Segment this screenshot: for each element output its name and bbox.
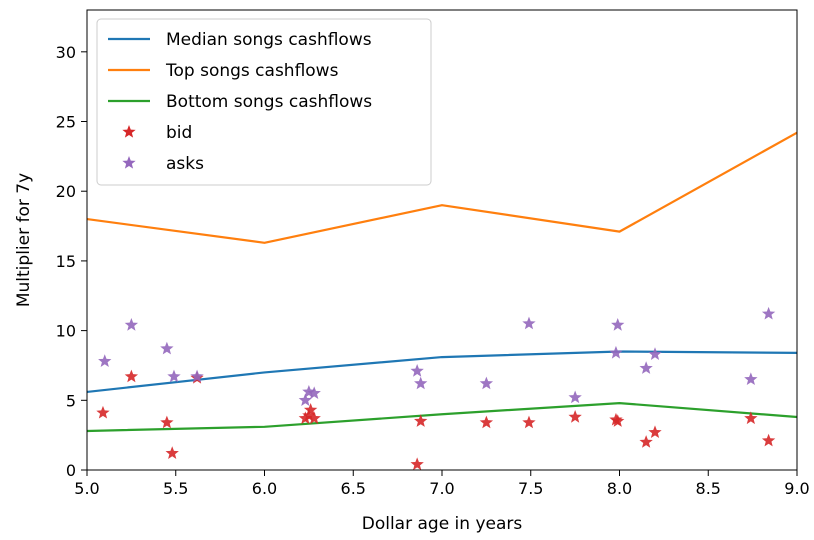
legend-label: Bottom songs cashflows (166, 92, 372, 112)
y-tick-label: 5 (66, 391, 76, 410)
series-line-0 (86, 350, 798, 394)
bid-point-11 (479, 415, 494, 429)
bid-point-18 (744, 411, 758, 425)
ask-point-10 (479, 376, 494, 390)
bid-point-15 (611, 414, 625, 427)
ask-point-5 (298, 393, 312, 406)
bid-point-6 (302, 408, 316, 422)
ask-point-2 (160, 341, 174, 355)
series-line-2 (86, 401, 798, 433)
x-tick-label: 8.5 (696, 479, 721, 498)
legend: Median songs cashflows Top songs cashflow… (96, 18, 432, 186)
legend-label: Median songs cashflows (166, 30, 372, 50)
legend-label: Top songs cashflows (165, 61, 339, 81)
bid-point-16 (639, 435, 653, 448)
ask-point-8 (410, 364, 424, 377)
bid-point-2 (160, 415, 174, 429)
y-tick-label: 0 (66, 461, 76, 480)
bid-point-19 (761, 433, 776, 447)
x-tick-label: 5.5 (163, 479, 188, 498)
x-tick-label: 6.5 (341, 479, 366, 498)
y-axis-label: Multiplier for 7y (14, 173, 34, 307)
legend-label: asks (166, 154, 204, 174)
ask-point-17 (744, 372, 758, 386)
x-tick-label: 7.0 (429, 479, 454, 498)
ask-point-12 (568, 390, 582, 404)
ask-point-18 (761, 306, 776, 320)
ask-point-4 (190, 369, 204, 383)
bid-point-17 (648, 425, 662, 439)
y-tick-label: 10 (56, 322, 76, 341)
bid-point-12 (522, 415, 536, 429)
x-tick-label: 6.0 (252, 479, 277, 498)
bid-point-5 (298, 411, 312, 425)
ask-point-7 (307, 386, 321, 399)
series-line-1 (86, 131, 798, 244)
bid-point-7 (303, 403, 318, 416)
y-tick-label: 20 (56, 182, 76, 201)
ask-point-14 (611, 318, 625, 331)
bid-point-9 (410, 457, 424, 471)
ask-point-16 (648, 347, 662, 360)
x-tick-label: 8.0 (607, 479, 632, 498)
bid-point-0 (96, 405, 110, 419)
bid-point-1 (124, 369, 139, 383)
marker-layer (96, 306, 776, 471)
ask-point-9 (414, 376, 428, 390)
ask-point-15 (639, 361, 653, 374)
y-axis: 0 5 10 15 20 25 30 (56, 43, 87, 480)
ask-point-3 (167, 369, 181, 383)
ask-point-13 (609, 345, 623, 359)
bid-point-3 (165, 446, 179, 459)
ask-point-0 (98, 354, 112, 367)
x-axis: 5.0 5.5 6.0 6.5 7.0 7.5 8.0 8.5 9.0 (74, 470, 810, 498)
plot-area (86, 131, 798, 433)
legend-label: bid (166, 123, 192, 143)
bid-point-10 (414, 414, 428, 427)
y-tick-label: 30 (56, 43, 76, 62)
x-tick-label: 9.0 (784, 479, 809, 498)
y-tick-label: 15 (56, 252, 76, 271)
bid-point-13 (568, 410, 582, 423)
ask-point-11 (522, 316, 536, 330)
legend-box (96, 18, 432, 186)
ask-point-1 (124, 318, 139, 331)
x-tick-label: 7.5 (518, 479, 543, 498)
bid-point-8 (307, 411, 321, 425)
x-tick-label: 5.0 (74, 479, 99, 498)
y-tick-label: 25 (56, 113, 76, 132)
legend-star-3 (122, 125, 136, 138)
legend-star-4 (122, 156, 136, 169)
x-axis-label: Dollar age in years (362, 514, 523, 534)
